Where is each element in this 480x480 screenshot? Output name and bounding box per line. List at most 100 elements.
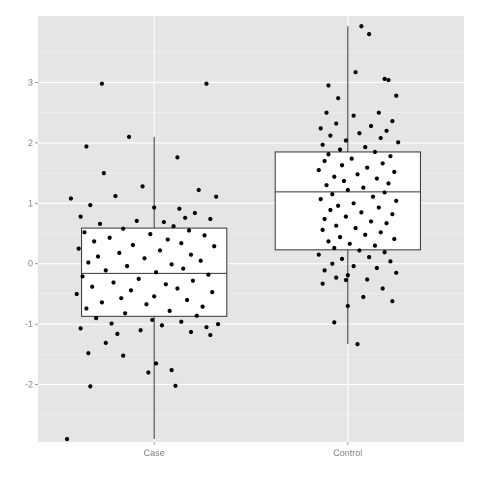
data-point (368, 219, 374, 224)
data-point (82, 230, 87, 235)
data-point (384, 221, 389, 226)
data-point (148, 232, 153, 237)
data-point (355, 342, 360, 347)
data-point (363, 232, 368, 237)
data-point (367, 254, 372, 260)
data-point (214, 194, 219, 199)
data-point (390, 212, 395, 217)
data-point (188, 252, 194, 257)
data-point (330, 192, 335, 197)
data-point (372, 149, 378, 155)
data-point (183, 215, 188, 220)
data-point (204, 81, 209, 86)
data-point (351, 113, 356, 118)
data-point (380, 286, 385, 291)
box-body (274, 151, 421, 251)
data-point (380, 161, 385, 166)
data-point (392, 169, 397, 174)
data-point (179, 241, 184, 246)
data-point (169, 262, 174, 267)
data-point (330, 261, 335, 266)
data-point (124, 264, 130, 269)
data-point (103, 340, 108, 346)
data-point (318, 196, 323, 202)
data-point (382, 190, 387, 195)
data-point (208, 332, 213, 338)
data-point (396, 140, 401, 145)
x-tick-label: Control (333, 448, 362, 458)
data-point (202, 233, 207, 238)
data-point (388, 154, 393, 159)
data-point (121, 226, 126, 231)
data-point (92, 239, 97, 244)
points-layer (64, 24, 401, 442)
data-point (382, 76, 387, 81)
data-point (320, 142, 325, 147)
data-point (367, 32, 372, 37)
data-point (328, 207, 333, 213)
data-point (210, 290, 215, 295)
data-point (365, 165, 370, 170)
data-point (326, 152, 331, 157)
data-point (161, 219, 166, 225)
data-point (97, 221, 103, 226)
data-point (341, 178, 347, 184)
data-point (206, 272, 211, 277)
data-point (357, 131, 362, 136)
data-point (320, 227, 325, 233)
data-point (74, 291, 79, 297)
y-tick-label: -1 (25, 319, 33, 329)
y-tick-label: 3 (28, 77, 33, 87)
data-point (345, 303, 350, 309)
data-point (76, 246, 81, 251)
data-point (345, 273, 350, 278)
data-point (326, 239, 331, 244)
data-point (376, 110, 381, 115)
data-point (171, 224, 176, 229)
data-point (181, 266, 186, 271)
data-point (359, 210, 364, 215)
data-point (150, 317, 155, 323)
data-point (103, 268, 108, 273)
data-point (177, 206, 182, 211)
data-point (111, 280, 116, 285)
data-point (361, 185, 366, 190)
data-point (86, 351, 91, 356)
data-point (337, 147, 343, 152)
data-point (179, 319, 184, 324)
data-point (146, 370, 151, 375)
data-point (140, 184, 145, 189)
data-point (322, 158, 327, 164)
data-point (336, 203, 341, 208)
y-tick-label: 1 (28, 198, 33, 208)
data-point (123, 311, 128, 316)
data-point (320, 281, 325, 286)
data-point (386, 181, 391, 186)
data-point (339, 163, 345, 168)
data-point (336, 96, 341, 101)
data-point (394, 270, 399, 275)
data-point (322, 216, 327, 222)
data-point (188, 329, 194, 335)
data-point (343, 214, 348, 219)
data-point (113, 193, 118, 199)
data-point (64, 436, 70, 442)
data-point (215, 322, 221, 327)
data-point (169, 367, 174, 373)
data-point (332, 245, 337, 251)
data-point (326, 83, 331, 88)
data-point (173, 383, 178, 388)
data-point (345, 187, 350, 193)
data-point (339, 256, 345, 262)
data-point (198, 258, 203, 263)
data-point (165, 237, 170, 242)
data-point (157, 248, 163, 253)
data-point (154, 361, 159, 366)
data-point (185, 297, 190, 303)
data-point (200, 304, 205, 309)
data-point (126, 134, 132, 139)
y-tick-label: 2 (28, 138, 33, 148)
data-point (138, 328, 143, 333)
data-point (84, 144, 89, 149)
